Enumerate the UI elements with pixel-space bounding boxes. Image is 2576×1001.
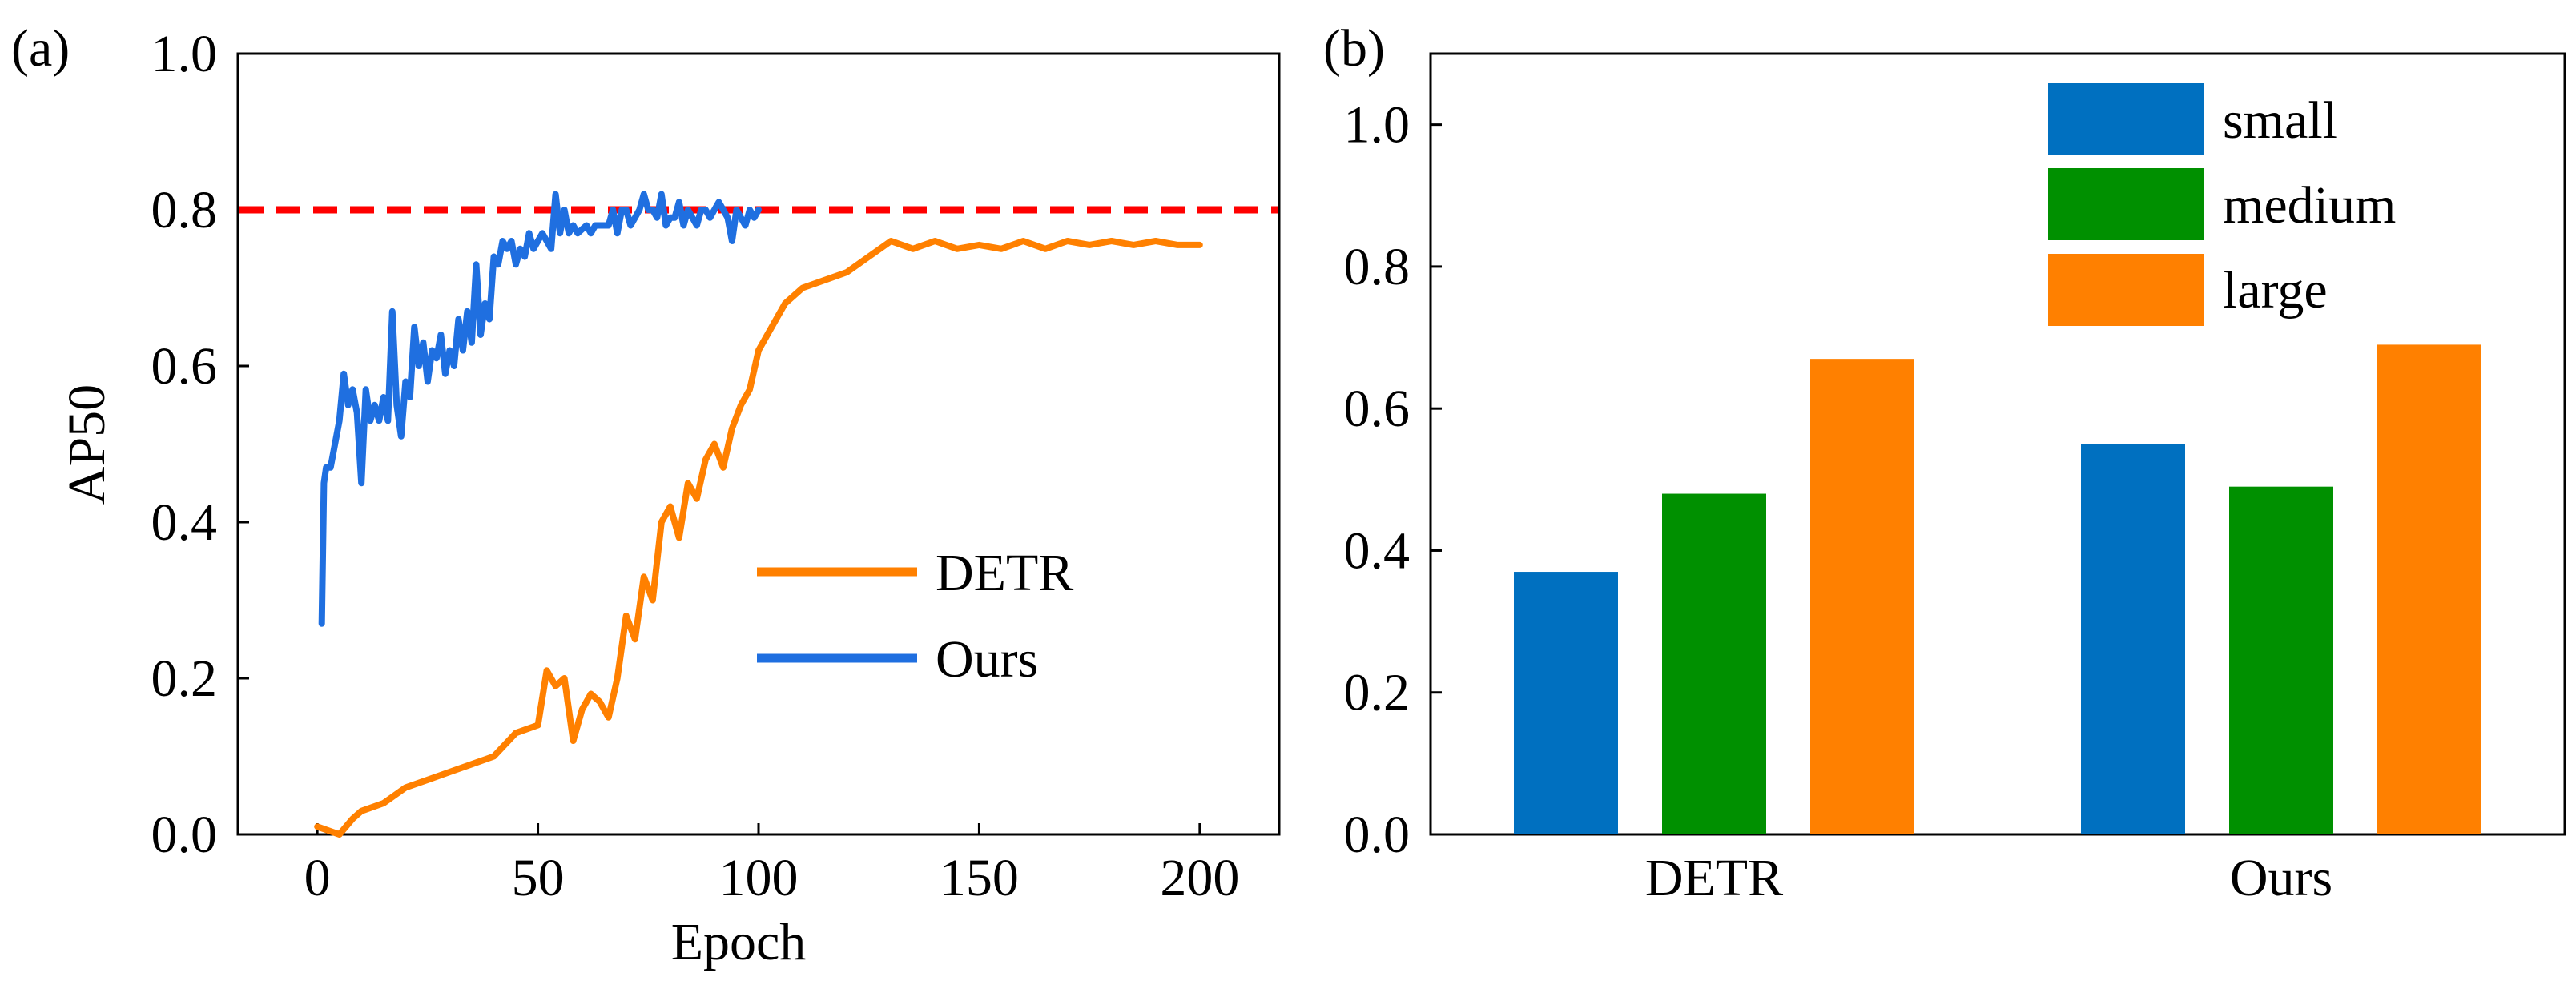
y-tick-label: 0.0	[1344, 806, 1411, 864]
x-tick-label: 100	[719, 849, 799, 907]
bar-detr-medium	[1662, 493, 1766, 834]
legend-label-detr: DETR	[936, 544, 1073, 602]
legend-swatch-large	[2048, 254, 2204, 326]
panel-a-y-axis-label: AP50	[58, 384, 116, 505]
y-tick-label: 0.8	[151, 181, 218, 239]
y-tick-label: 0.4	[151, 493, 218, 552]
x-tick-label: Ours	[2230, 849, 2332, 907]
bar-detr-small	[1514, 572, 1618, 834]
x-tick-label: DETR	[1645, 849, 1783, 907]
y-tick-label: 1.0	[151, 25, 218, 83]
y-tick-label: 0.2	[151, 649, 218, 708]
panel-b-label: (b)	[1323, 19, 1385, 78]
panel-b-bar-chart: (b) 0.0 0.2 0.4 0.6 0.8 1.0 DETR Ours small me…	[1323, 19, 2566, 907]
x-tick-label: 0	[304, 849, 331, 907]
panel-a-line-chart: (a) 0.0 0.2 0.4 0.6 0.8 1.0 0 50 100 150 200 Epoc…	[11, 19, 1281, 971]
bar-ours-small	[2081, 444, 2185, 834]
legend-label-large: large	[2223, 261, 2328, 320]
y-tick-label: 1.0	[1344, 96, 1411, 155]
bar-ours-large	[2377, 344, 2481, 835]
series-line-ours	[318, 191, 762, 627]
y-tick-label: 0.6	[151, 337, 218, 396]
panel-a-x-axis-label: Epoch	[671, 913, 807, 971]
y-tick-label: 0.4	[1344, 521, 1411, 580]
x-tick-label: 50	[512, 849, 565, 907]
panel-a-legend: DETR Ours	[757, 544, 1073, 689]
y-tick-label: 0.8	[1344, 238, 1411, 296]
legend-label-small: small	[2223, 91, 2337, 150]
panel-b-legend: small medium large	[2048, 83, 2396, 326]
x-tick-label: 150	[940, 849, 1019, 907]
legend-label-ours: Ours	[936, 630, 1038, 689]
panel-a-label: (a)	[11, 19, 70, 78]
bar-ours-medium	[2229, 486, 2333, 834]
y-tick-label: 0.0	[151, 806, 218, 864]
x-tick-label: 200	[1160, 849, 1239, 907]
legend-swatch-small	[2048, 83, 2204, 155]
panel-b-plot-frame	[1429, 52, 2566, 836]
series-line-detr	[314, 238, 1203, 838]
y-tick-label: 0.2	[1344, 664, 1411, 722]
legend-label-medium: medium	[2223, 176, 2396, 235]
panel-a-plot-frame	[236, 52, 1281, 836]
bar-detr-large	[1810, 359, 1914, 834]
y-tick-label: 0.6	[1344, 380, 1411, 438]
legend-swatch-medium	[2048, 168, 2204, 240]
